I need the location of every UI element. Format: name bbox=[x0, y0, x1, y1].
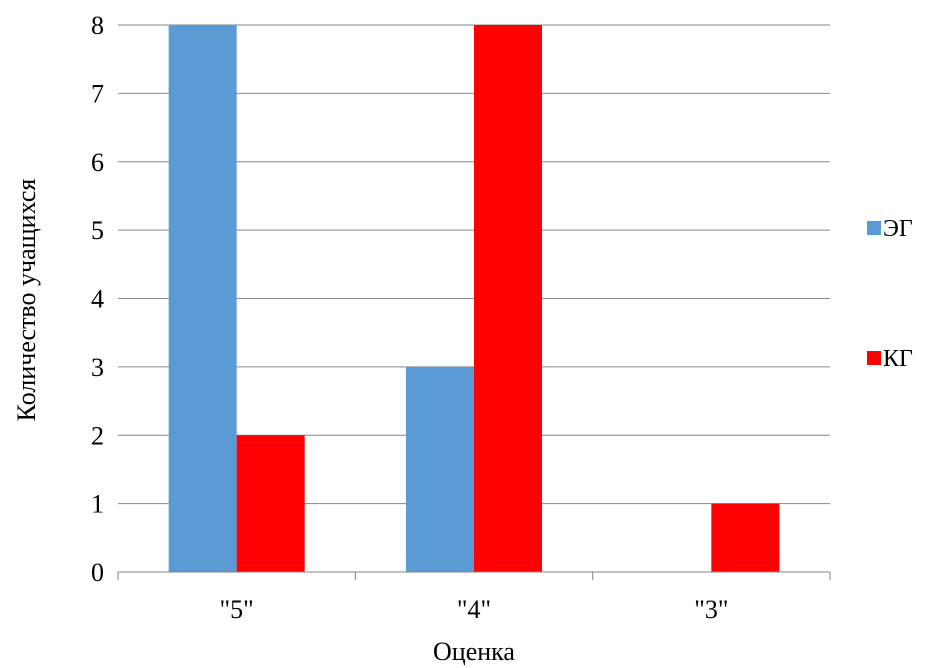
y-tick-labels: 0 1 2 3 4 5 6 7 8 bbox=[91, 11, 104, 587]
x-tick-label: "4" bbox=[457, 595, 491, 624]
legend-label: ЭГ bbox=[883, 216, 913, 242]
bar bbox=[406, 366, 474, 572]
y-tick-label: 5 bbox=[91, 216, 104, 245]
y-tick-label: 2 bbox=[91, 421, 104, 450]
y-axis-title: Количество учащихся bbox=[12, 179, 41, 422]
y-tick-label: 4 bbox=[91, 285, 104, 314]
x-tick-label: "5" bbox=[220, 595, 254, 624]
bar bbox=[168, 25, 237, 572]
y-tick-label: 0 bbox=[91, 558, 104, 587]
bar bbox=[236, 435, 305, 572]
legend-label: КГ bbox=[883, 346, 913, 372]
x-axis-title: Оценка bbox=[433, 637, 515, 666]
bar bbox=[474, 25, 542, 572]
y-tick-label: 8 bbox=[91, 11, 104, 40]
bar bbox=[711, 503, 780, 572]
legend: ЭГ КГ bbox=[867, 216, 913, 372]
x-tick-labels: "5" "4" "3" bbox=[220, 595, 729, 624]
y-tick-label: 3 bbox=[91, 353, 104, 382]
legend-swatch bbox=[867, 221, 881, 235]
bars bbox=[168, 25, 780, 572]
y-tick-label: 6 bbox=[91, 148, 104, 177]
y-tick-label: 1 bbox=[91, 490, 104, 519]
legend-swatch bbox=[867, 351, 881, 365]
axes bbox=[117, 571, 831, 580]
y-tick-label: 7 bbox=[91, 79, 104, 108]
x-tick-label: "3" bbox=[694, 595, 728, 624]
